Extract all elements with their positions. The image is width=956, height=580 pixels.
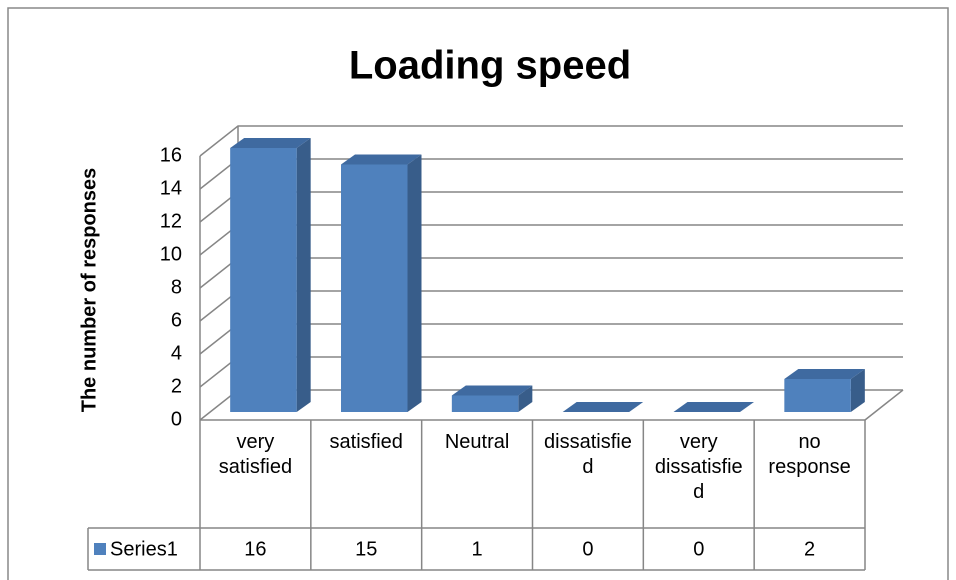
legend-label: Series1	[110, 538, 178, 560]
bar	[230, 138, 311, 412]
bar-side	[296, 138, 311, 412]
bar	[562, 402, 644, 412]
bar	[673, 402, 754, 412]
y-tick-label: 8	[171, 276, 182, 298]
x-tick-label: Neutral	[444, 431, 510, 453]
table-value: 16	[244, 538, 266, 560]
bar-front	[784, 379, 851, 412]
x-tick-label: satisfied	[329, 431, 403, 453]
bar-side	[518, 385, 533, 412]
bar	[784, 369, 865, 412]
bar-side	[850, 369, 865, 412]
table-value: 0	[582, 538, 593, 560]
y-tick-label: 12	[160, 210, 182, 232]
y-tick-label: 14	[160, 177, 182, 199]
x-tick-label: dissatisfied	[544, 431, 632, 478]
bar-top	[230, 138, 311, 148]
bar-front	[451, 395, 519, 412]
bar-top	[673, 402, 754, 412]
bar-top	[784, 369, 865, 379]
x-tick-label: very satisfied	[218, 431, 293, 478]
x-tick-label: very dissatisfied	[654, 431, 743, 503]
category-cell: no response	[768, 431, 851, 478]
bar-top	[341, 154, 422, 165]
chart-border	[7, 7, 949, 580]
y-tick-label: 4	[171, 342, 182, 364]
y-tick-label: 0	[171, 408, 182, 430]
grid-line	[199, 125, 903, 157]
chart-title: Loading speed	[349, 44, 631, 88]
y-axis-label: The number of responses	[78, 168, 100, 413]
category-cell: very dissatisfied	[654, 431, 743, 503]
bar-top	[562, 402, 644, 412]
bar-side	[407, 154, 422, 412]
bar-front	[230, 148, 297, 412]
bar-front	[341, 164, 408, 412]
y-tick-label: 2	[171, 375, 182, 397]
table-value: 0	[693, 538, 704, 560]
bar-top	[451, 385, 533, 396]
y-tick-label: 10	[160, 243, 182, 265]
category-cell: dissatisfied	[544, 431, 632, 478]
category-cell: satisfied	[329, 431, 403, 453]
table-value: 2	[804, 538, 815, 560]
x-tick-label: no response	[768, 431, 851, 478]
table-value: 1	[472, 538, 483, 560]
table-value: 15	[355, 538, 377, 560]
y-tick-label: 16	[160, 144, 182, 166]
floor-line	[864, 389, 904, 421]
category-cell: Neutral	[444, 431, 510, 453]
y-tick-label: 6	[171, 309, 182, 331]
legend-key	[94, 543, 106, 555]
bar	[451, 385, 533, 412]
bar	[341, 154, 422, 412]
category-cell: very satisfied	[218, 431, 293, 478]
